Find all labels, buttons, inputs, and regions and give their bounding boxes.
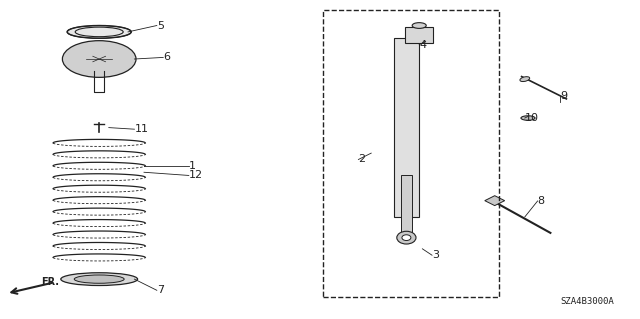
Ellipse shape	[521, 116, 535, 120]
Ellipse shape	[61, 273, 138, 286]
Text: 5: 5	[157, 20, 164, 31]
Bar	[394, 38, 419, 217]
Text: 4: 4	[419, 40, 426, 50]
Bar	[401, 175, 412, 233]
Ellipse shape	[67, 26, 131, 38]
Ellipse shape	[74, 275, 124, 283]
Text: 11: 11	[134, 124, 148, 134]
Text: 12: 12	[189, 170, 203, 181]
Ellipse shape	[76, 27, 123, 37]
Circle shape	[63, 41, 136, 78]
Bar	[405, 27, 433, 43]
Text: 1: 1	[189, 161, 196, 171]
Text: 6: 6	[163, 52, 170, 63]
Text: 10: 10	[525, 113, 539, 123]
Text: 3: 3	[432, 250, 439, 260]
Text: 8: 8	[538, 196, 545, 206]
Ellipse shape	[412, 23, 426, 28]
Text: SZA4B3000A: SZA4B3000A	[561, 297, 614, 306]
Bar	[484, 196, 505, 206]
Text: 9: 9	[560, 91, 567, 101]
Ellipse shape	[397, 231, 416, 244]
Ellipse shape	[520, 77, 530, 82]
Ellipse shape	[402, 235, 411, 241]
Text: 2: 2	[358, 154, 365, 165]
Text: FR.: FR.	[42, 277, 60, 287]
Text: 7: 7	[157, 285, 164, 295]
